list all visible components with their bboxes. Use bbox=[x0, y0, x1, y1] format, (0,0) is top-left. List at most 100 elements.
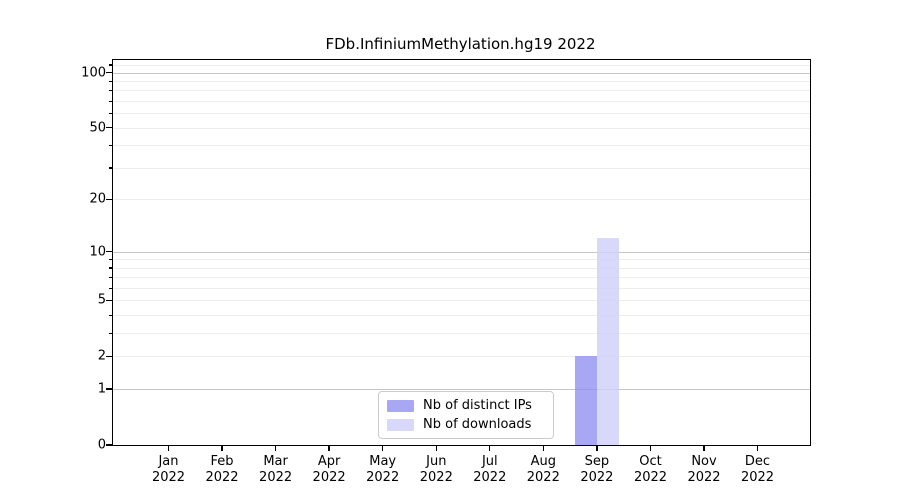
y-tick-label: 20 bbox=[89, 191, 106, 207]
plot-area: 0 1 2 5 10 20 50 100 Jan 2022 Feb 2022 Mar 2022 Apr 202… bbox=[81, 59, 811, 485]
x-tick-month: Jul bbox=[481, 454, 498, 469]
x-tick-label: Oct 2022 bbox=[611, 454, 691, 486]
y-minor-tick-mark bbox=[109, 332, 112, 334]
y-tick-mark bbox=[106, 250, 112, 253]
y-minor-tick-mark bbox=[109, 258, 112, 261]
x-tick-month: Mar bbox=[263, 454, 288, 469]
x-tick-month: Jun bbox=[426, 454, 447, 469]
gridline-minor bbox=[113, 127, 810, 129]
legend-entry-downloads: Nb of downloads bbox=[387, 417, 545, 432]
x-tick-year: 2022 bbox=[419, 470, 453, 485]
gridline-minor bbox=[113, 277, 810, 279]
gridline-minor bbox=[113, 145, 810, 147]
y-minor-tick-mark bbox=[109, 100, 112, 102]
x-tick-year: 2022 bbox=[366, 470, 400, 485]
x-tick-mark bbox=[703, 446, 705, 451]
gridline-minor bbox=[113, 199, 810, 201]
x-tick-label: Jan 2022 bbox=[129, 454, 209, 486]
y-tick-mark bbox=[106, 355, 112, 357]
legend-label-distinct-ips: Nb of distinct IPs bbox=[423, 398, 532, 413]
gridline-minor bbox=[113, 81, 810, 82]
y-tick-mark bbox=[106, 198, 112, 200]
y-tick-label: 100 bbox=[81, 65, 106, 81]
gridline-minor bbox=[113, 300, 810, 302]
x-tick-mark bbox=[328, 446, 330, 451]
y-minor-tick-mark bbox=[109, 314, 112, 316]
x-tick-label: Feb 2022 bbox=[182, 454, 262, 486]
legend-entry-distinct-ips: Nb of distinct IPs bbox=[387, 398, 545, 413]
gridline-minor bbox=[113, 64, 810, 66]
bar-distinct-ips bbox=[574, 356, 597, 445]
gridline-minor bbox=[113, 90, 810, 92]
x-tick-year: 2022 bbox=[151, 470, 186, 485]
y-minor-tick-mark bbox=[109, 89, 112, 92]
y-minor-tick-mark bbox=[109, 276, 112, 279]
x-tick-year: 2022 bbox=[473, 470, 507, 485]
x-tick-year: 2022 bbox=[633, 470, 668, 485]
x-tick-year: 2022 bbox=[205, 470, 239, 485]
y-tick-label: 10 bbox=[89, 244, 106, 259]
y-minor-tick-mark bbox=[109, 267, 112, 269]
x-tick-mark bbox=[167, 446, 170, 451]
gridline-minor bbox=[113, 333, 810, 335]
x-tick-month: Dec bbox=[744, 454, 771, 469]
chart-title: FDb.InfiniumMethylation.hg19 2022 bbox=[325, 35, 596, 53]
y-minor-tick-mark bbox=[109, 112, 112, 115]
bar-downloads bbox=[596, 238, 619, 445]
x-tick-mark bbox=[435, 446, 437, 451]
y-minor-tick-mark bbox=[109, 64, 112, 66]
x-tick-label: Apr 2022 bbox=[289, 454, 369, 486]
x-tick-month: May bbox=[369, 454, 397, 469]
y-tick-mark bbox=[106, 444, 112, 446]
y-tick-mark bbox=[106, 71, 112, 74]
gridline-minor bbox=[113, 113, 810, 115]
x-tick-mark bbox=[382, 446, 384, 451]
x-tick-year: 2022 bbox=[259, 470, 293, 485]
x-tick-label: Dec 2022 bbox=[718, 454, 798, 486]
x-tick-mark bbox=[649, 446, 652, 451]
x-tick-mark bbox=[756, 446, 759, 451]
x-tick-label: Aug 2022 bbox=[503, 454, 583, 486]
legend-swatch-distinct-ips bbox=[387, 399, 414, 412]
y-tick-mark bbox=[106, 127, 112, 129]
gridline-minor bbox=[113, 101, 810, 102]
legend-label-downloads: Nb of downloads bbox=[423, 417, 532, 432]
y-tick-label: 2 bbox=[97, 348, 106, 364]
gridline-minor bbox=[113, 315, 810, 317]
x-tick-label: May 2022 bbox=[343, 454, 423, 486]
x-tick-mark bbox=[596, 446, 598, 451]
y-tick-mark bbox=[106, 388, 112, 390]
gridline-major bbox=[113, 251, 810, 253]
gridline-major bbox=[113, 72, 810, 74]
x-tick-month: Jan bbox=[158, 454, 179, 469]
y-tick-mark bbox=[106, 299, 112, 302]
legend-swatch-downloads bbox=[387, 418, 414, 431]
x-tick-mark bbox=[542, 446, 544, 451]
y-minor-tick-mark bbox=[109, 287, 112, 289]
x-tick-year: 2022 bbox=[687, 470, 721, 485]
x-tick-month: Sep bbox=[584, 454, 610, 469]
x-tick-month: Apr bbox=[317, 454, 341, 469]
y-tick-label: 1 bbox=[97, 381, 106, 397]
gridline-minor bbox=[113, 267, 810, 269]
x-tick-label: Mar 2022 bbox=[236, 454, 316, 486]
x-tick-label: Jul 2022 bbox=[450, 454, 530, 486]
y-minor-tick-mark bbox=[109, 80, 112, 82]
gridline-minor bbox=[113, 288, 810, 289]
y-minor-tick-mark bbox=[109, 144, 112, 147]
x-tick-year: 2022 bbox=[312, 470, 346, 485]
y-tick-label: 50 bbox=[89, 120, 106, 136]
gridline-minor bbox=[113, 259, 810, 261]
x-tick-mark bbox=[274, 446, 277, 451]
x-tick-month: Feb bbox=[210, 454, 234, 469]
gridline-minor bbox=[113, 356, 810, 358]
y-minor-tick-mark bbox=[109, 167, 112, 169]
y-tick-label: 5 bbox=[97, 292, 106, 308]
x-tick-label: Nov 2022 bbox=[664, 454, 744, 486]
y-tick-label: 0 bbox=[97, 437, 106, 453]
gridline-major bbox=[113, 389, 810, 391]
gridline-minor bbox=[113, 167, 810, 169]
x-tick-month: Aug bbox=[530, 454, 556, 469]
x-tick-year: 2022 bbox=[580, 470, 614, 485]
